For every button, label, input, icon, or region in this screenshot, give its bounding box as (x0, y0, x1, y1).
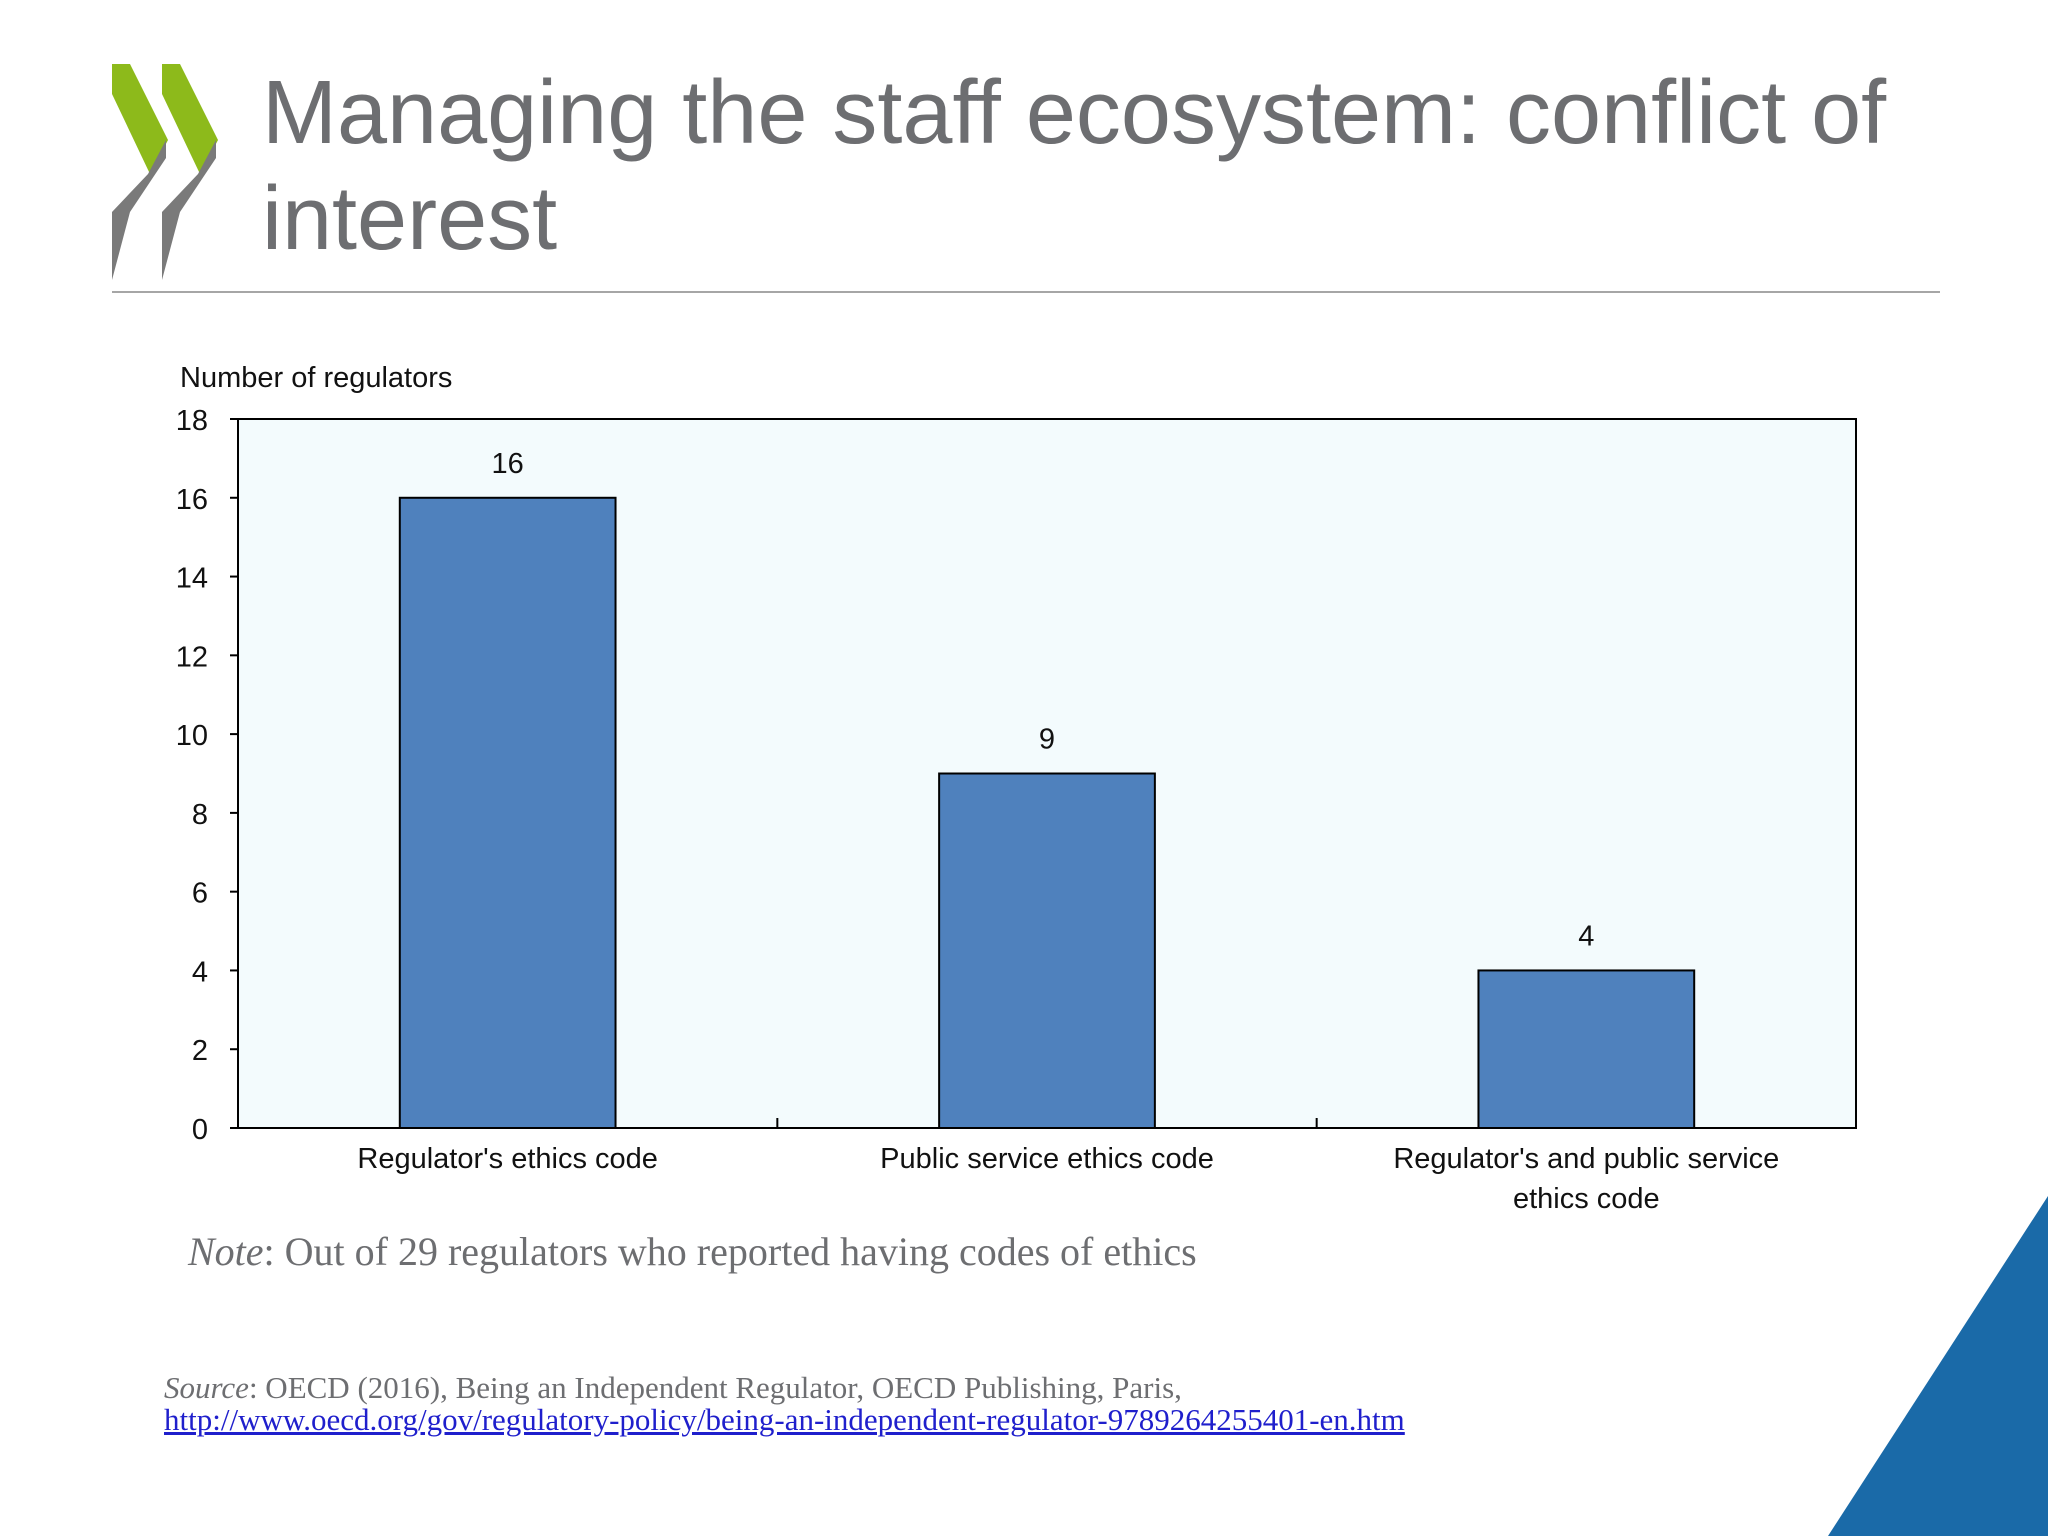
bar (398, 496, 617, 1129)
x-category-label: Regulator's and public service (1393, 1143, 1779, 1175)
y-tick-label: 2 (192, 1035, 208, 1067)
chart-note: Note: Out of 29 regulators who reported … (188, 1228, 1197, 1275)
x-category-label: Public service ethics code (880, 1143, 1214, 1175)
source-link[interactable]: http://www.oecd.org/gov/regulatory-polic… (164, 1402, 1405, 1437)
y-tick-label: 14 (176, 563, 208, 595)
note-text: : Out of 29 regulators who reported havi… (263, 1229, 1197, 1274)
bar (1477, 969, 1696, 1130)
y-tick-label: 18 (176, 405, 208, 437)
y-tick-label: 0 (192, 1114, 208, 1146)
source-citation: Source: OECD (2016), Being an Independen… (164, 1372, 1405, 1436)
corner-triangle-decoration-icon (1828, 1196, 2048, 1536)
source-label: Source (164, 1370, 249, 1405)
bar-data-label: 4 (1578, 920, 1594, 952)
y-tick-label: 8 (192, 799, 208, 831)
page-title: Managing the staff ecosystem: conflict o… (262, 63, 1887, 269)
y-tick-label: 10 (176, 720, 208, 752)
y-tick-label: 6 (192, 878, 208, 910)
oecd-chevrons-logo-icon (112, 64, 218, 280)
y-axis-label: Number of regulators (180, 362, 452, 394)
note-label: Note (188, 1229, 264, 1274)
y-tick-label: 4 (192, 956, 208, 988)
x-category-label: Regulator's ethics code (357, 1143, 658, 1175)
source-text: : OECD (2016), Being an Independent Regu… (248, 1370, 1182, 1405)
y-tick-label: 16 (176, 484, 208, 516)
title-divider (112, 291, 1940, 293)
bar-data-label: 9 (1039, 724, 1055, 756)
source-line: Source: OECD (2016), Being an Independen… (164, 1372, 1405, 1404)
y-tick-label: 12 (176, 641, 208, 673)
bar (938, 772, 1156, 1129)
x-category-label: ethics code (1513, 1183, 1660, 1215)
bar-data-label: 16 (492, 448, 524, 480)
